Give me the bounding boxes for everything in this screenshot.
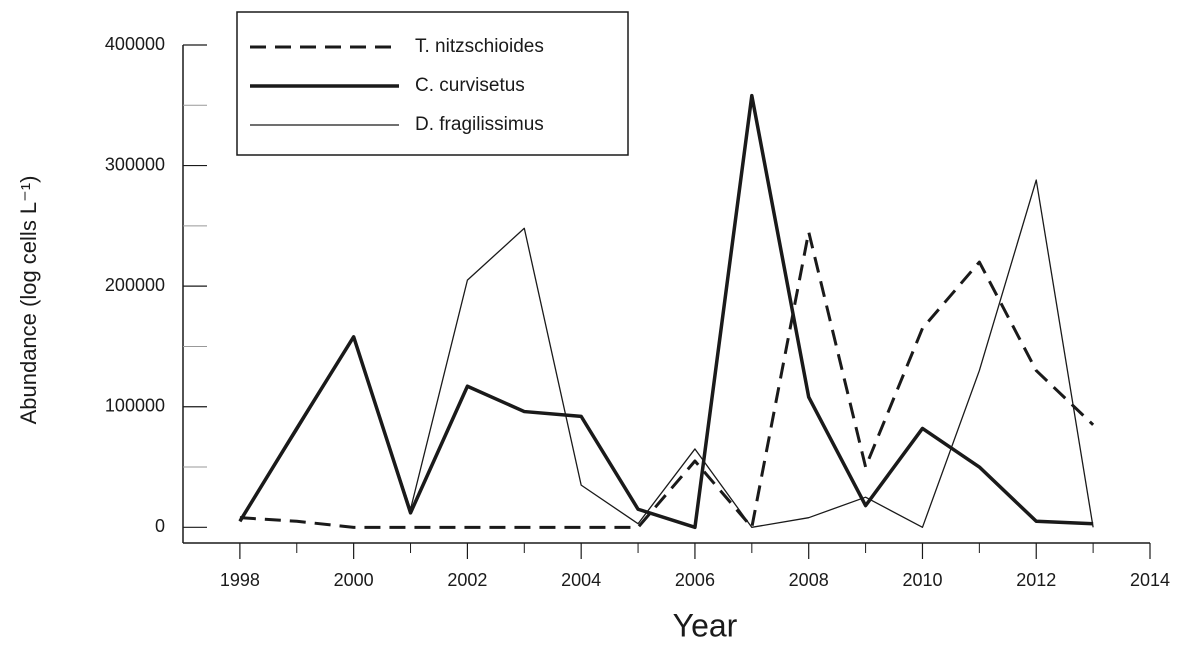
legend-box — [236, 11, 629, 156]
series-line — [239, 179, 1094, 528]
y-tick-label: 400000 — [105, 34, 165, 54]
legend-label: T. nitzschioides — [415, 36, 544, 57]
x-tick-label: 2000 — [334, 570, 374, 590]
x-tick-label: 2004 — [561, 570, 601, 590]
x-tick-label: 2002 — [447, 570, 487, 590]
y-axis-label: Abundance (log cells L⁻¹) — [16, 176, 41, 425]
x-tick-label: 2012 — [1016, 570, 1056, 590]
x-tick-label: 2014 — [1130, 570, 1170, 590]
y-tick-label: 200000 — [105, 275, 165, 295]
y-tick-label: 100000 — [105, 395, 165, 415]
x-tick-label: 2010 — [902, 570, 942, 590]
x-tick-label: 2006 — [675, 570, 715, 590]
legend-label: D. fragilissimus — [415, 114, 544, 135]
series-line — [239, 230, 1095, 529]
x-tick-label: 2008 — [789, 570, 829, 590]
legend-label: C. curvisetus — [415, 75, 525, 96]
x-tick-label: 1998 — [220, 570, 260, 590]
y-tick-label: 0 — [155, 516, 165, 536]
x-axis-label: Year — [673, 607, 738, 643]
series-line — [238, 93, 1094, 530]
y-tick-label: 300000 — [105, 154, 165, 174]
